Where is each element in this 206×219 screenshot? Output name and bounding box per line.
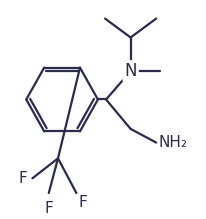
Text: F: F	[44, 201, 53, 216]
Text: F: F	[19, 171, 27, 186]
Text: NH₂: NH₂	[158, 135, 187, 150]
Text: N: N	[124, 62, 137, 80]
Text: F: F	[78, 195, 87, 210]
